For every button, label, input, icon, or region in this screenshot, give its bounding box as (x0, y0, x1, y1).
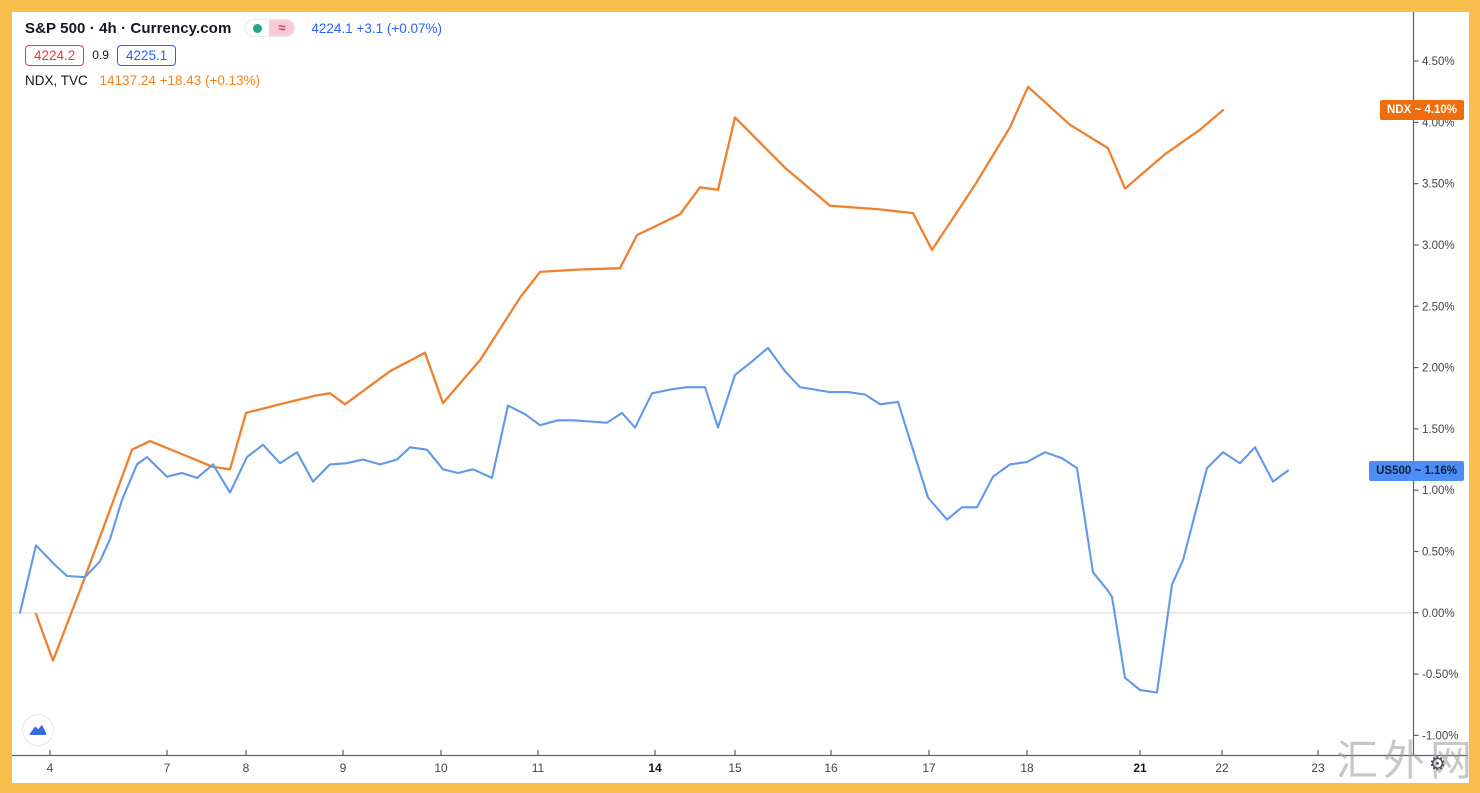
spread-value: 0.9 (92, 48, 109, 62)
legend: S&P 500 · 4h · Currency.com ≈ 4224.1 +3.… (25, 18, 442, 90)
us500-axis-badge: US500 ~ 1.16% (1369, 460, 1464, 481)
area-chart-logo-icon (29, 725, 47, 735)
compare-symbol-title[interactable]: NDX, TVC (25, 73, 88, 88)
watermark: 汇外网 (1336, 737, 1478, 784)
market-status-chip[interactable]: ≈ (245, 19, 296, 37)
axis-settings-gear-icon[interactable]: ⚙ (1429, 754, 1447, 775)
compare-symbol-quote: 14137.24 +18.43 (+0.13%) (99, 73, 261, 88)
tradingview-logo-button[interactable] (22, 714, 54, 746)
last-price-quote: 4224.1 +3.1 (+0.07%) (311, 20, 442, 36)
bid-button[interactable]: 4224.2 (25, 44, 85, 66)
ndx-axis-badge: NDX ~ 4.10% (1380, 100, 1464, 121)
main-symbol-row: S&P 500 · 4h · Currency.com ≈ 4224.1 +3.… (25, 18, 442, 38)
market-open-dot-icon (253, 23, 263, 33)
symbol-title[interactable]: S&P 500 · 4h · Currency.com (25, 19, 232, 37)
ask-button[interactable]: 4225.1 (116, 44, 177, 66)
bid-ask-row: 4224.2 0.9 4225.1 (25, 44, 442, 66)
approx-data-badge: ≈ (269, 20, 295, 36)
market-open-indicator (246, 20, 270, 36)
compare-symbol-row: NDX, TVC 14137.24 +18.43 (+0.13%) (25, 73, 442, 90)
